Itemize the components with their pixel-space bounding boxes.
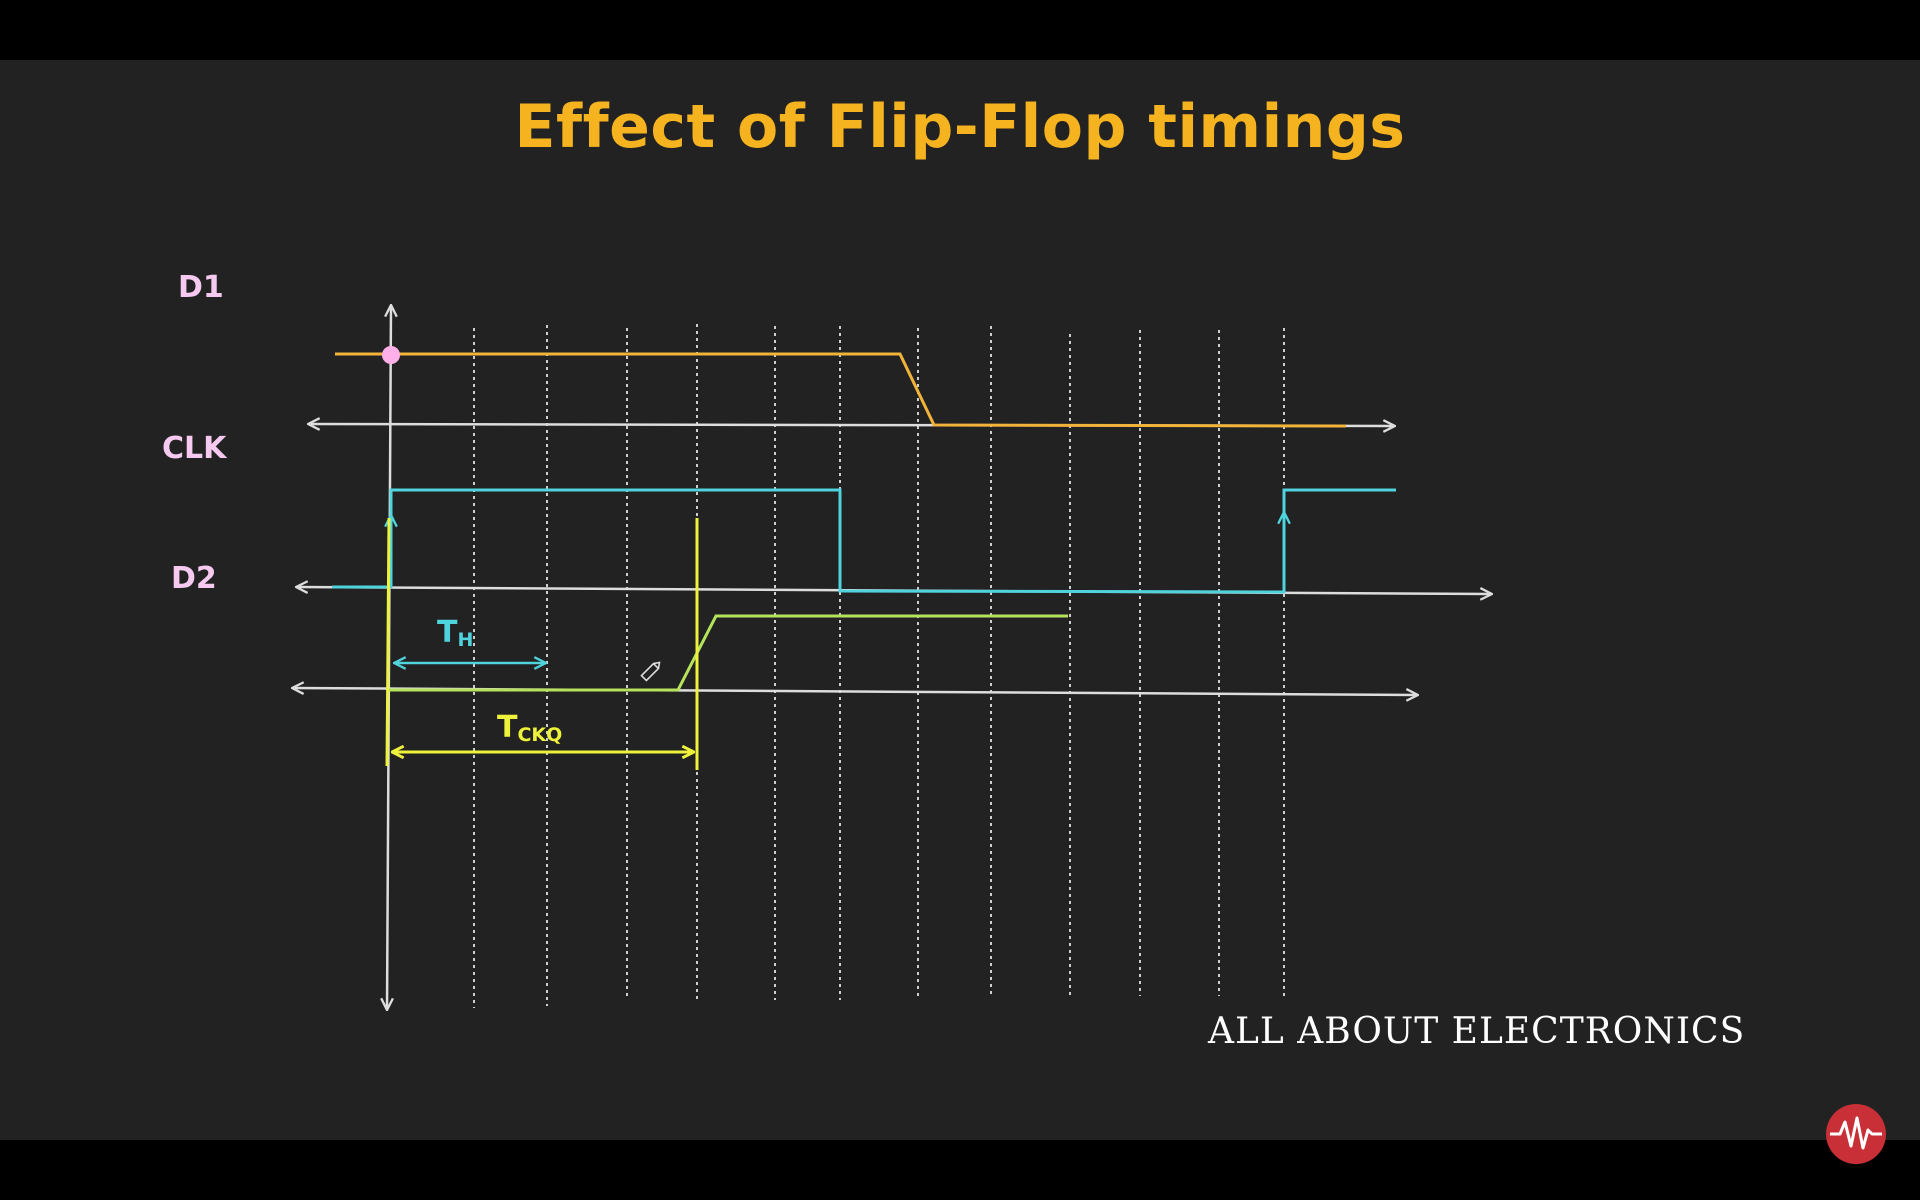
d1-waveform xyxy=(335,352,1347,428)
brand-watermark: ALL ABOUT ELECTRONICS xyxy=(1208,1011,1746,1052)
hold-time-main: T xyxy=(437,615,458,650)
clk-waveform xyxy=(332,488,1396,594)
ckq-label: TCKQ xyxy=(497,710,562,746)
pencil-icon xyxy=(640,661,661,682)
signal-label-d2: D2 xyxy=(171,561,217,596)
slide-title: Effect of Flip-Flop timings xyxy=(514,92,1406,162)
ckq-start-marker xyxy=(385,517,391,767)
signal-label-d1: D1 xyxy=(178,270,224,305)
hold-time-sub: H xyxy=(457,629,473,651)
ckq-sub: CKQ xyxy=(517,724,562,746)
ckq-main: T xyxy=(497,710,518,745)
signal-label-clk: CLK xyxy=(162,431,227,466)
d2-waveform xyxy=(388,614,1068,692)
d1-sample-marker xyxy=(382,346,400,364)
hold-time-label: TH xyxy=(437,615,473,651)
waveform-logo-icon xyxy=(1826,1104,1886,1164)
